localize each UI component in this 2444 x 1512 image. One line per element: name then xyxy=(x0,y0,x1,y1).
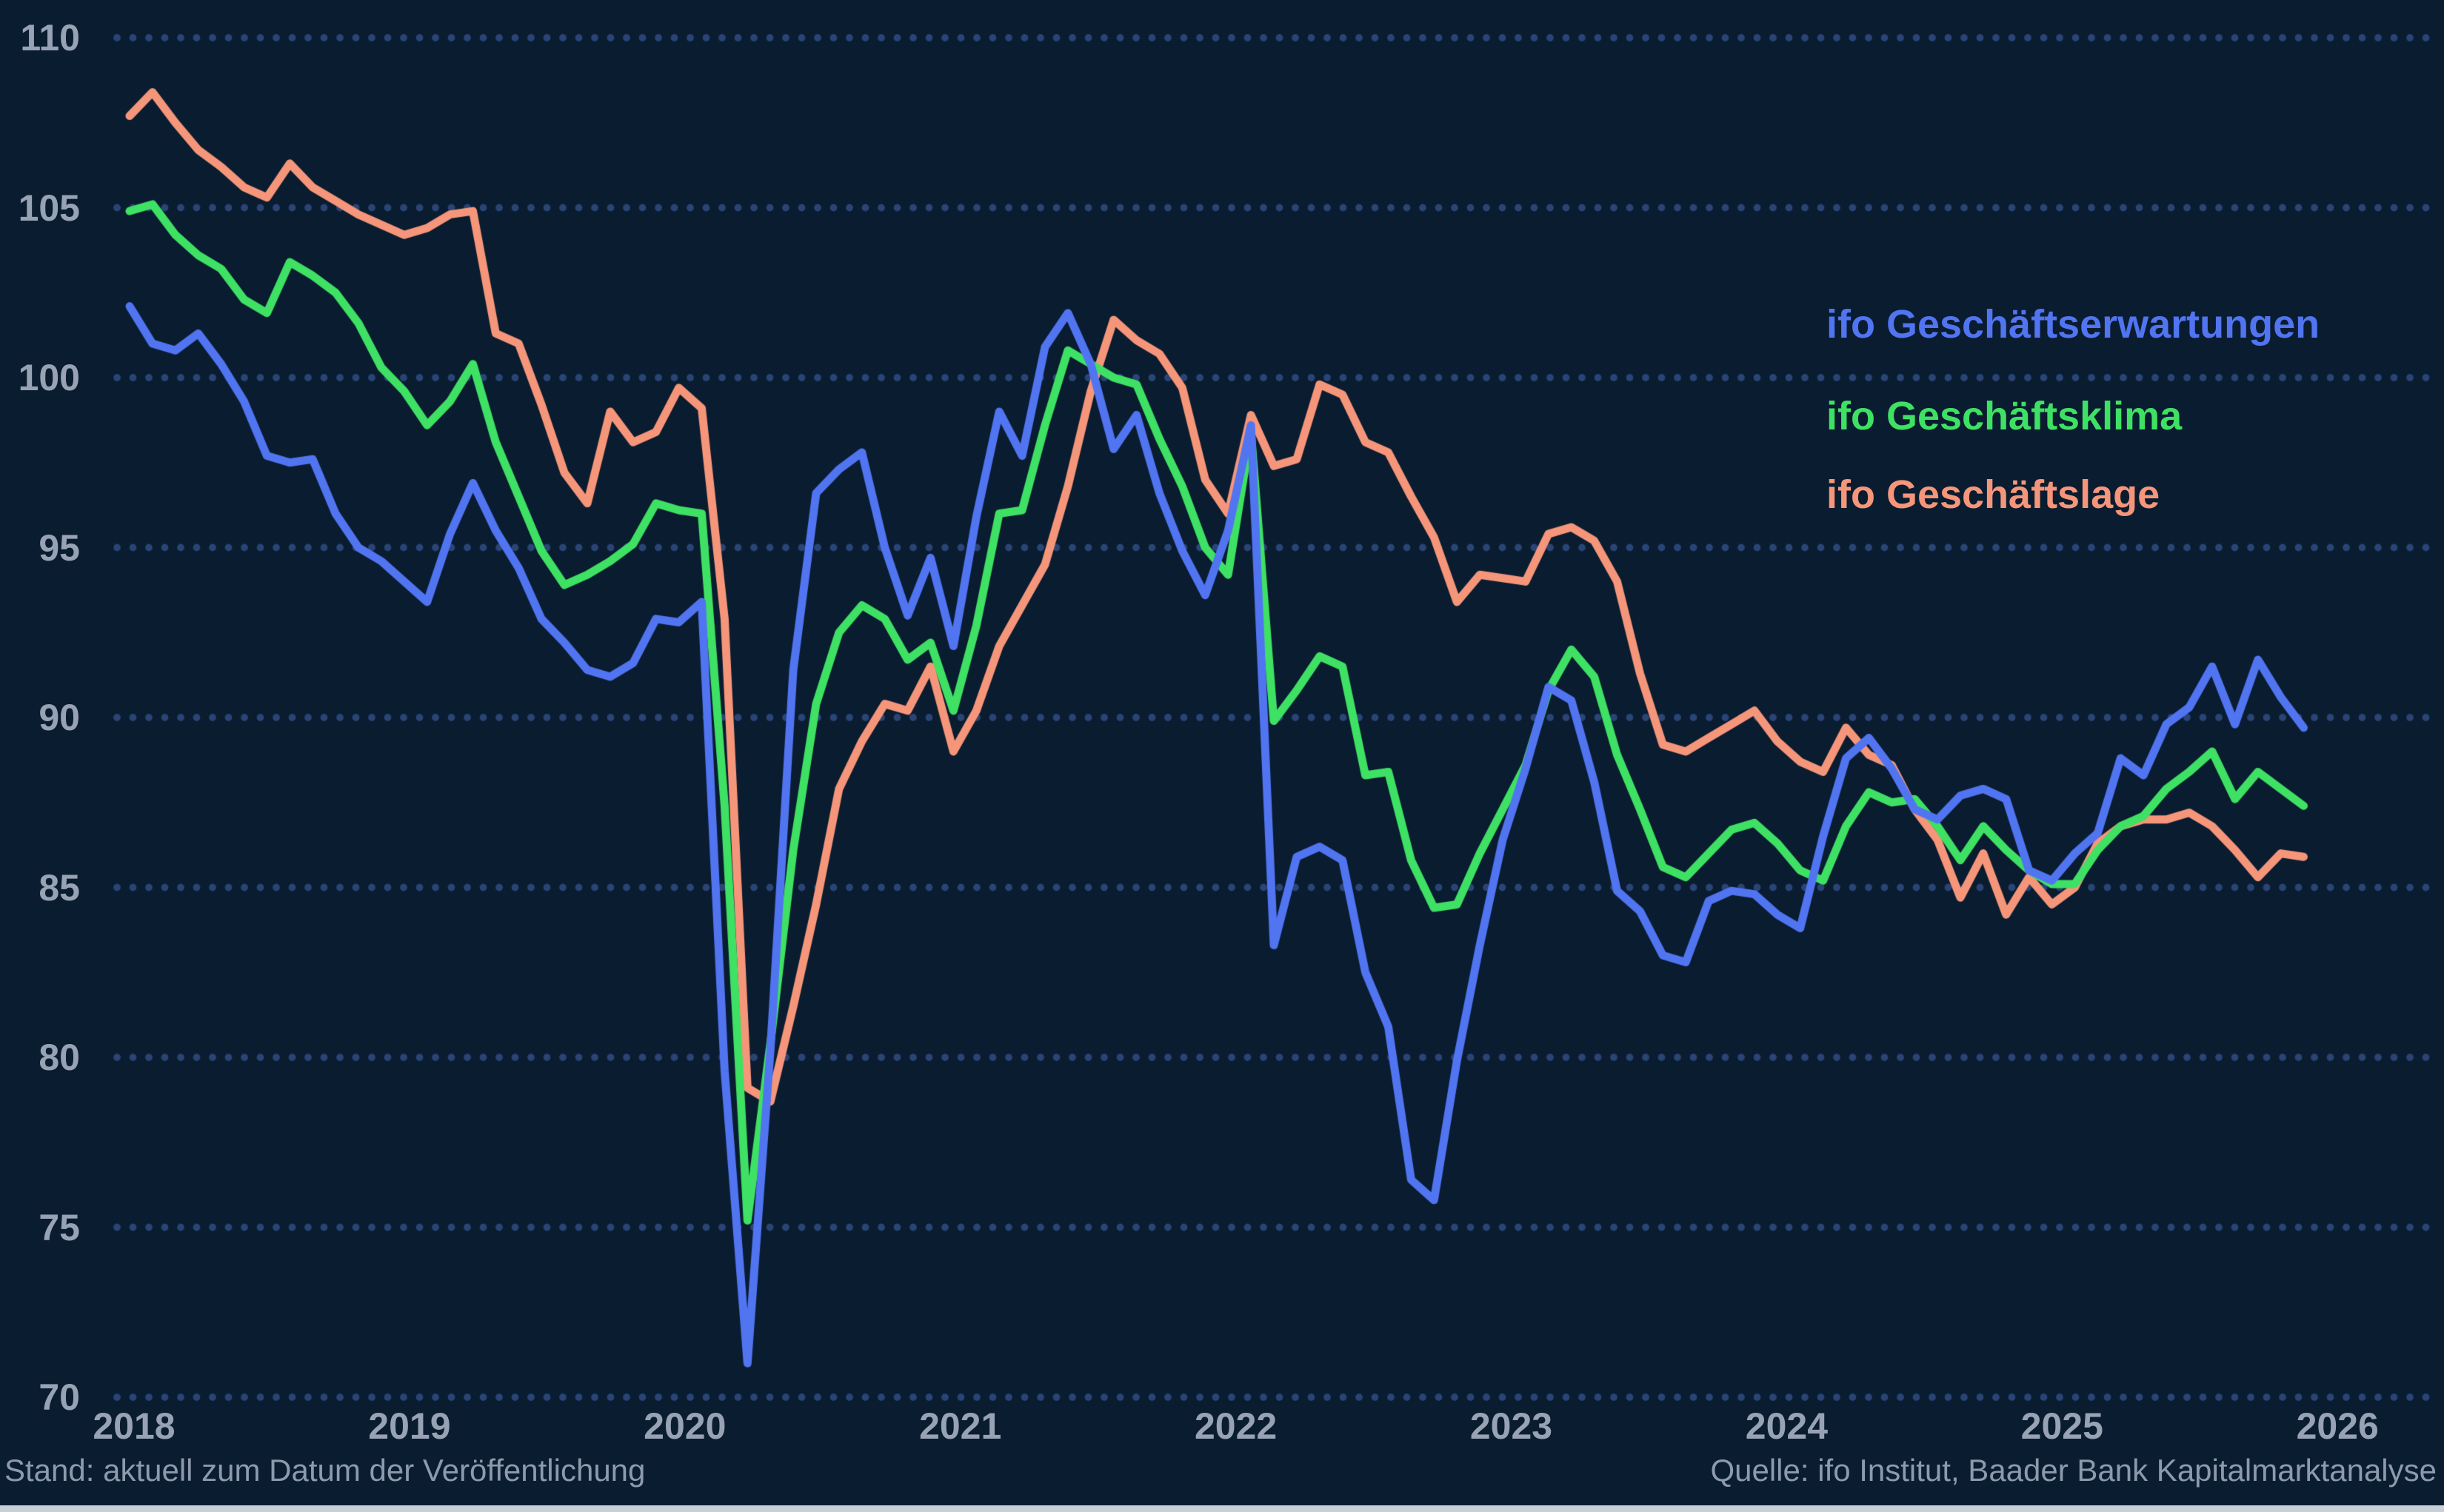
y-tick-label: 70 xyxy=(39,1376,80,1418)
y-tick-label: 105 xyxy=(18,187,80,229)
x-tick-label: 2024 xyxy=(1745,1405,1828,1447)
y-tick-label: 100 xyxy=(18,357,80,398)
x-tick-label: 2020 xyxy=(644,1405,727,1447)
y-tick-label: 110 xyxy=(20,17,80,58)
y-tick-label: 95 xyxy=(39,526,80,569)
y-tick-label: 85 xyxy=(39,866,80,909)
legend: ifo Geschäftserwartungen ifo Geschäftskl… xyxy=(1826,302,2320,564)
x-tick-label: 2019 xyxy=(368,1405,451,1447)
x-tick-label: 2026 xyxy=(2296,1405,2379,1447)
legend-item-lage: ifo Geschäftslage xyxy=(1826,472,2160,517)
x-tick-label: 2021 xyxy=(919,1405,1002,1447)
x-tick-label: 2022 xyxy=(1194,1405,1278,1447)
x-tick-label: 2025 xyxy=(2020,1405,2103,1447)
x-tick-label: 2018 xyxy=(93,1405,176,1447)
bottom-edge-strip xyxy=(0,1505,2444,1512)
y-tick-label: 80 xyxy=(39,1037,80,1078)
source-note: Quelle: ifo Institut, Baader Bank Kapita… xyxy=(1710,1453,2437,1488)
legend-item-erwartungen: ifo Geschäftserwartungen xyxy=(1826,302,2320,347)
x-tick-label: 2023 xyxy=(1469,1405,1553,1447)
y-tick-label: 90 xyxy=(39,697,80,738)
y-tick-label: 75 xyxy=(39,1206,80,1248)
status-note: Stand: aktuell zum Datum der Veröffentli… xyxy=(4,1453,646,1488)
legend-item-klima: ifo Geschäftsklima xyxy=(1826,394,2183,438)
